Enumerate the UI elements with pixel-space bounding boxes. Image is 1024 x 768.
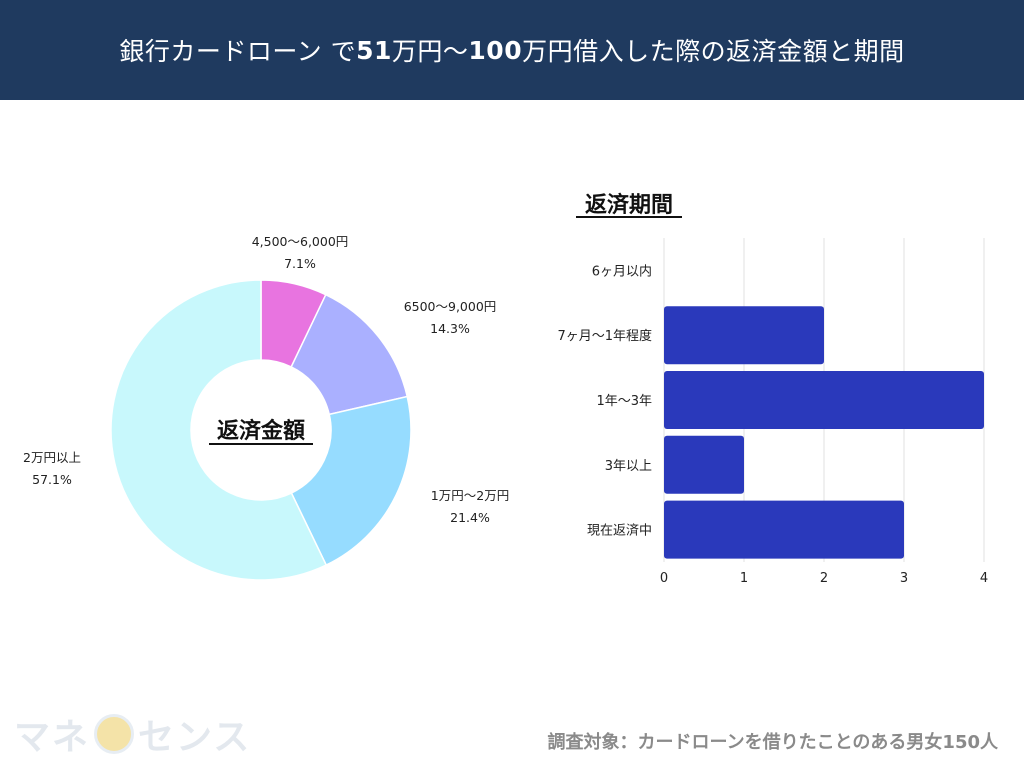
header-title-part-4: 100 — [468, 35, 523, 65]
x-tick-label-0: 0 — [660, 571, 668, 586]
pie-label-4: 2万円以上 — [23, 450, 81, 465]
category-label-4: 3年以上 — [605, 459, 652, 474]
pie-slice-3 — [290, 395, 412, 567]
bar-5 — [664, 500, 904, 559]
pie-slice-4 — [110, 279, 328, 581]
pie-value-label-2: 14.3% — [430, 321, 470, 336]
x-tick-label-4: 4 — [980, 571, 988, 586]
header-title-part-3: 万円〜 — [391, 37, 469, 66]
pie-label-2: 6500〜9,000円 — [404, 299, 497, 314]
header-title-part-1: 銀行カードローン で — [119, 37, 357, 66]
pie-label-1: 4,500〜6,000円 — [252, 234, 349, 249]
x-tick-label-2: 2 — [820, 571, 828, 586]
pie-label-3: 1万円〜2万円 — [431, 488, 509, 503]
category-label-1: 6ヶ月以内 — [592, 263, 652, 279]
pie-value-label-4: 57.1% — [32, 472, 72, 487]
category-label-3: 1年〜3年 — [596, 394, 652, 409]
bar-4 — [664, 435, 744, 494]
pie-title: 返済金額 — [217, 418, 305, 444]
bar-2 — [664, 306, 824, 365]
coin-icon — [94, 714, 135, 754]
page-header: 銀行カードローン で 51 万円〜 100 万円借入した際の返済金額と期間 — [0, 0, 1024, 100]
x-tick-label-3: 3 — [900, 571, 908, 586]
category-label-2: 7ヶ月〜1年程度 — [557, 328, 652, 344]
bar-chart-title: 返済期間 — [585, 192, 673, 218]
category-label-5: 現在返済中 — [587, 523, 652, 539]
header-title-part-5: 万円借入した際の返済金額と期間 — [522, 37, 905, 66]
pie-value-label-3: 21.4% — [450, 510, 490, 525]
bar-3 — [664, 371, 984, 429]
survey-note: 調査対象：カードローンを借りたことのある男女150人 — [547, 732, 999, 753]
logo-text-a: マネ — [14, 717, 91, 758]
brand-logo: マネ センス — [14, 708, 251, 760]
header-title-part-2: 51 — [356, 35, 392, 65]
pie-value-label-1: 7.1% — [284, 256, 316, 271]
x-tick-label-1: 1 — [740, 571, 748, 586]
logo-text-b: センス — [138, 717, 252, 758]
